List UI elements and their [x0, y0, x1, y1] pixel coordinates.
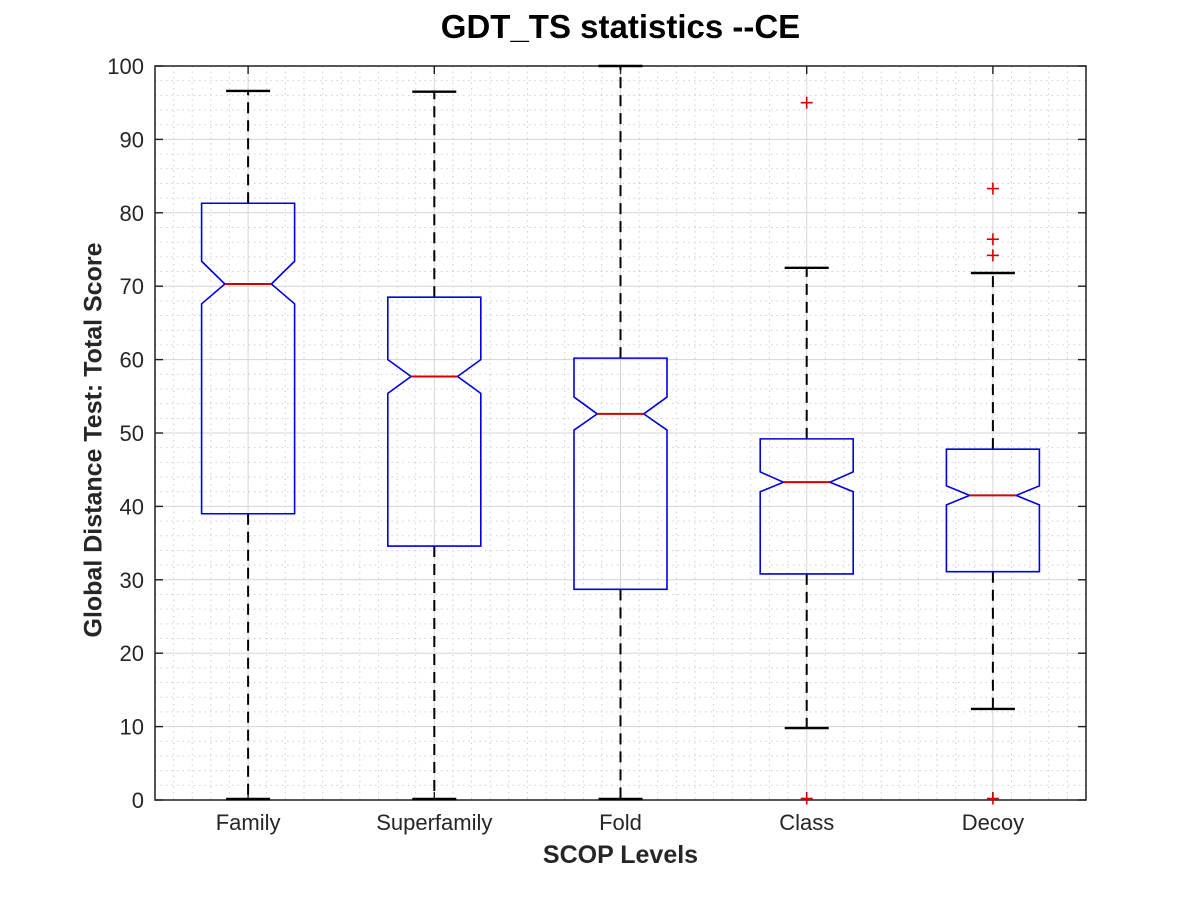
- x-tick-label: Fold: [599, 810, 642, 835]
- x-tick-label: Family: [216, 810, 281, 835]
- box-superfamily: [386, 296, 482, 547]
- x-tick-label: Class: [779, 810, 834, 835]
- box-class: [759, 438, 855, 575]
- x-axis-label: SCOP Levels: [542, 841, 699, 869]
- y-tick-label: 100: [107, 54, 144, 79]
- y-tick-label: 50: [120, 421, 144, 446]
- y-tick-label: 10: [120, 715, 144, 740]
- y-tick-label: 30: [120, 568, 144, 593]
- x-tick-label: Decoy: [962, 810, 1024, 835]
- y-tick-label: 40: [120, 494, 144, 519]
- box-family: [200, 202, 296, 515]
- y-tick-label: 70: [120, 274, 144, 299]
- chart-title: GDT_TS statistics --CE: [440, 8, 801, 45]
- y-tick-label: 0: [132, 788, 144, 813]
- y-tick-label: 20: [120, 641, 144, 666]
- box-fold: [573, 357, 668, 591]
- y-tick-label: 90: [120, 127, 144, 152]
- y-tick-label: 80: [120, 201, 144, 226]
- x-tick-label: Superfamily: [376, 810, 492, 835]
- y-tick-label: 60: [120, 348, 144, 373]
- box-decoy: [945, 448, 1041, 573]
